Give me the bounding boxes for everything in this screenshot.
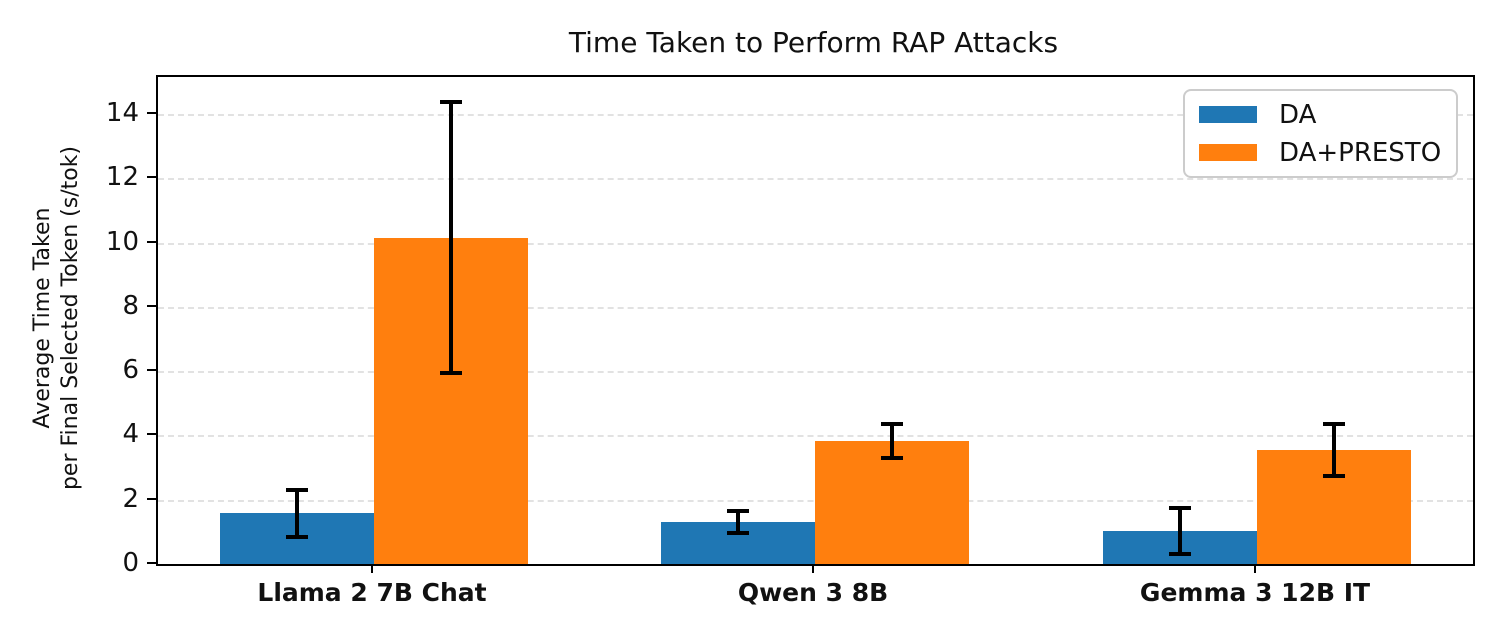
y-tick-mark-14 xyxy=(147,112,156,114)
y-tick-mark-10 xyxy=(147,241,156,243)
error-bar-da-2 xyxy=(727,508,749,536)
y-tick-mark-0 xyxy=(147,562,156,564)
x-tick-mark-1 xyxy=(371,564,373,573)
error-bar-cap-bottom xyxy=(1169,551,1191,556)
y-tick-label-8: 8 xyxy=(122,290,139,321)
error-bar-da-1 xyxy=(286,487,308,539)
error-bar-da-presto-3 xyxy=(1323,422,1345,478)
error-bar-cap-top xyxy=(440,100,462,105)
legend-item-da: DA xyxy=(1199,100,1442,130)
error-bar-stem xyxy=(449,100,453,376)
legend-label: DA+PRESTO xyxy=(1279,137,1442,168)
y-tick-label-6: 6 xyxy=(122,355,139,386)
error-bar-cap-top xyxy=(1169,505,1191,510)
y-tick-label-2: 2 xyxy=(122,483,139,514)
y-tick-label-12: 12 xyxy=(105,162,139,193)
x-tick-mark-3 xyxy=(1254,564,1256,573)
y-tick-mark-6 xyxy=(147,369,156,371)
gridline-y-8 xyxy=(158,306,1473,309)
y-tick-mark-2 xyxy=(147,498,156,500)
y-tick-mark-8 xyxy=(147,305,156,307)
y-axis-label-line-1: Average Time Taken xyxy=(30,207,55,429)
error-bar-stem xyxy=(295,487,299,539)
x-tick-label-3: Gemma 3 12B IT xyxy=(1139,578,1371,607)
error-bar-stem xyxy=(736,508,740,536)
y-tick-label-4: 4 xyxy=(122,419,139,450)
y-tick-mark-4 xyxy=(147,433,156,435)
error-bar-stem xyxy=(1332,422,1336,478)
y-tick-label-10: 10 xyxy=(105,226,139,257)
legend: DA DA+PRESTO xyxy=(1183,89,1458,178)
legend-swatch-icon xyxy=(1199,144,1257,161)
x-tick-label-1: Llama 2 7B Chat xyxy=(257,578,487,607)
legend-swatch-icon xyxy=(1199,106,1257,123)
error-bar-stem xyxy=(890,421,894,461)
gridline-y-12 xyxy=(158,178,1473,181)
error-bar-cap-bottom xyxy=(1323,473,1345,478)
error-bar-cap-bottom xyxy=(286,534,308,539)
error-bar-cap-top xyxy=(1323,422,1345,427)
legend-label: DA xyxy=(1279,99,1317,130)
x-tick-label-2: Qwen 3 8B xyxy=(737,578,889,607)
error-bar-stem xyxy=(1178,505,1182,556)
error-bar-da-3 xyxy=(1169,505,1191,556)
bar-da-presto-2 xyxy=(815,440,969,564)
chart-title: Time Taken to Perform RAP Attacks xyxy=(568,26,1059,59)
error-bar-cap-top xyxy=(881,421,903,426)
y-tick-mark-12 xyxy=(147,176,156,178)
error-bar-da-presto-2 xyxy=(881,421,903,461)
legend-item-da-presto: DA+PRESTO xyxy=(1199,138,1442,168)
error-bar-cap-bottom xyxy=(440,371,462,376)
y-tick-label-14: 14 xyxy=(105,97,139,128)
gridline-y-14 xyxy=(158,113,1473,116)
y-axis-label: Average Time Taken per Final Selected To… xyxy=(29,146,85,490)
error-bar-cap-bottom xyxy=(881,456,903,461)
error-bar-da-presto-1 xyxy=(440,100,462,376)
x-tick-mark-2 xyxy=(812,564,814,573)
error-bar-cap-top xyxy=(727,508,749,513)
error-bar-cap-top xyxy=(286,487,308,492)
gridline-y-10 xyxy=(158,242,1473,245)
gridline-y-4 xyxy=(158,435,1473,438)
y-tick-label-0: 0 xyxy=(122,548,139,578)
error-bar-cap-bottom xyxy=(727,531,749,536)
gridline-y-6 xyxy=(158,371,1473,374)
